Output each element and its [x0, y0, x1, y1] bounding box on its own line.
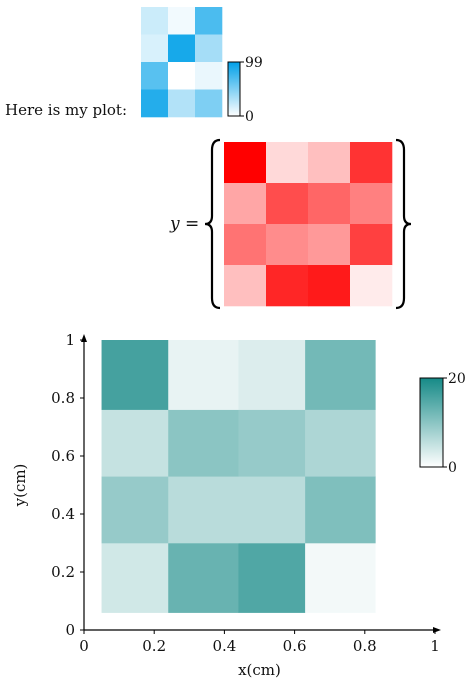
heatmap-cell	[141, 34, 169, 63]
heatmap-cell	[308, 183, 351, 225]
intro-text: Here is my plot:	[5, 101, 128, 119]
colorbar	[227, 61, 241, 117]
equation-lhs: y =	[170, 214, 200, 234]
heatmap-cell	[238, 340, 306, 410]
heatmap-cell	[168, 62, 196, 90]
colorbar-tick-label: 0	[448, 460, 457, 476]
heatmap-cell	[238, 476, 306, 544]
heatmap-cell	[168, 543, 239, 613]
heatmap-cell	[168, 409, 239, 477]
heatmap-cell	[224, 142, 267, 184]
heatmap-cell	[195, 7, 223, 35]
heatmap-cell	[101, 543, 169, 613]
heatmap-cell	[141, 89, 169, 118]
teal-heatmap-plot: 0 0.2 0.4 0.6 0.8 1 0 0.2 0.4 0.6 0.8 1 x(cm) y(cm) 0 2…	[11, 331, 466, 679]
x-tick-label: 0.8	[353, 637, 377, 655]
y-axis-label: y(cm)	[11, 464, 29, 508]
heatmap-cell	[350, 224, 393, 266]
heatmap-cell	[141, 62, 169, 90]
y-tick-label: 0.2	[51, 563, 75, 581]
y-tick-label: 0	[65, 621, 75, 639]
heatmap-cell	[195, 89, 223, 118]
left-brace	[204, 138, 221, 310]
heatmap-cell	[305, 476, 376, 544]
heatmap-cell	[195, 34, 223, 63]
x-tick-label: 0	[79, 637, 89, 655]
heatmap-cell	[266, 183, 309, 225]
heatmap-cell	[308, 224, 351, 266]
y-tick-label: 0.8	[51, 389, 75, 407]
heatmap-cell	[305, 340, 376, 410]
heatmap-cell	[350, 183, 393, 225]
heatmap-cell	[168, 89, 196, 118]
x-tick-label: 0.4	[212, 637, 236, 655]
x-tick-label: 0.2	[142, 637, 166, 655]
heatmap-cell	[238, 409, 306, 477]
heatmap-cell	[101, 340, 169, 410]
heatmap-cell	[305, 409, 376, 477]
heatmap-cell	[350, 142, 393, 184]
heatmap-cell	[101, 409, 169, 477]
small-blue-heatmap: 0 99	[141, 7, 263, 125]
colorbar-tick-label: 20	[448, 371, 466, 387]
y-tick-label: 0.6	[51, 447, 75, 465]
heatmap-cell	[168, 476, 239, 544]
heatmap-cell	[101, 476, 169, 544]
x-tick-label: 0.6	[283, 637, 307, 655]
heatmap-cell	[224, 224, 267, 266]
right-brace	[395, 138, 412, 310]
red-matrix-heatmap	[204, 138, 412, 310]
y-tick-label: 0.4	[51, 505, 75, 523]
heatmap-cell	[305, 543, 376, 613]
x-tick-label: 1	[430, 637, 440, 655]
heatmap-cell	[195, 62, 223, 90]
x-axis-label: x(cm)	[238, 661, 281, 679]
heatmap-cell	[168, 340, 239, 410]
heatmap-cell	[266, 265, 309, 307]
colorbar	[419, 377, 444, 468]
heatmap-cell	[224, 183, 267, 225]
heatmap-cell	[308, 265, 351, 307]
heatmap-cell	[308, 142, 351, 184]
x-axis-arrow	[433, 627, 441, 633]
colorbar-tick-label: 99	[245, 55, 263, 71]
heatmap-cell	[168, 7, 196, 35]
y-tick-label: 1	[65, 331, 75, 349]
colorbar-tick-label: 0	[245, 109, 254, 125]
heatmap-cell	[266, 142, 309, 184]
heatmap-cell	[238, 543, 306, 613]
heatmap-cell	[350, 265, 393, 307]
y-axis-arrow	[81, 334, 87, 342]
heatmap-cell	[266, 224, 309, 266]
heatmap-cell	[168, 34, 196, 63]
heatmap-cell	[224, 265, 267, 307]
heatmap-cell	[141, 7, 169, 35]
